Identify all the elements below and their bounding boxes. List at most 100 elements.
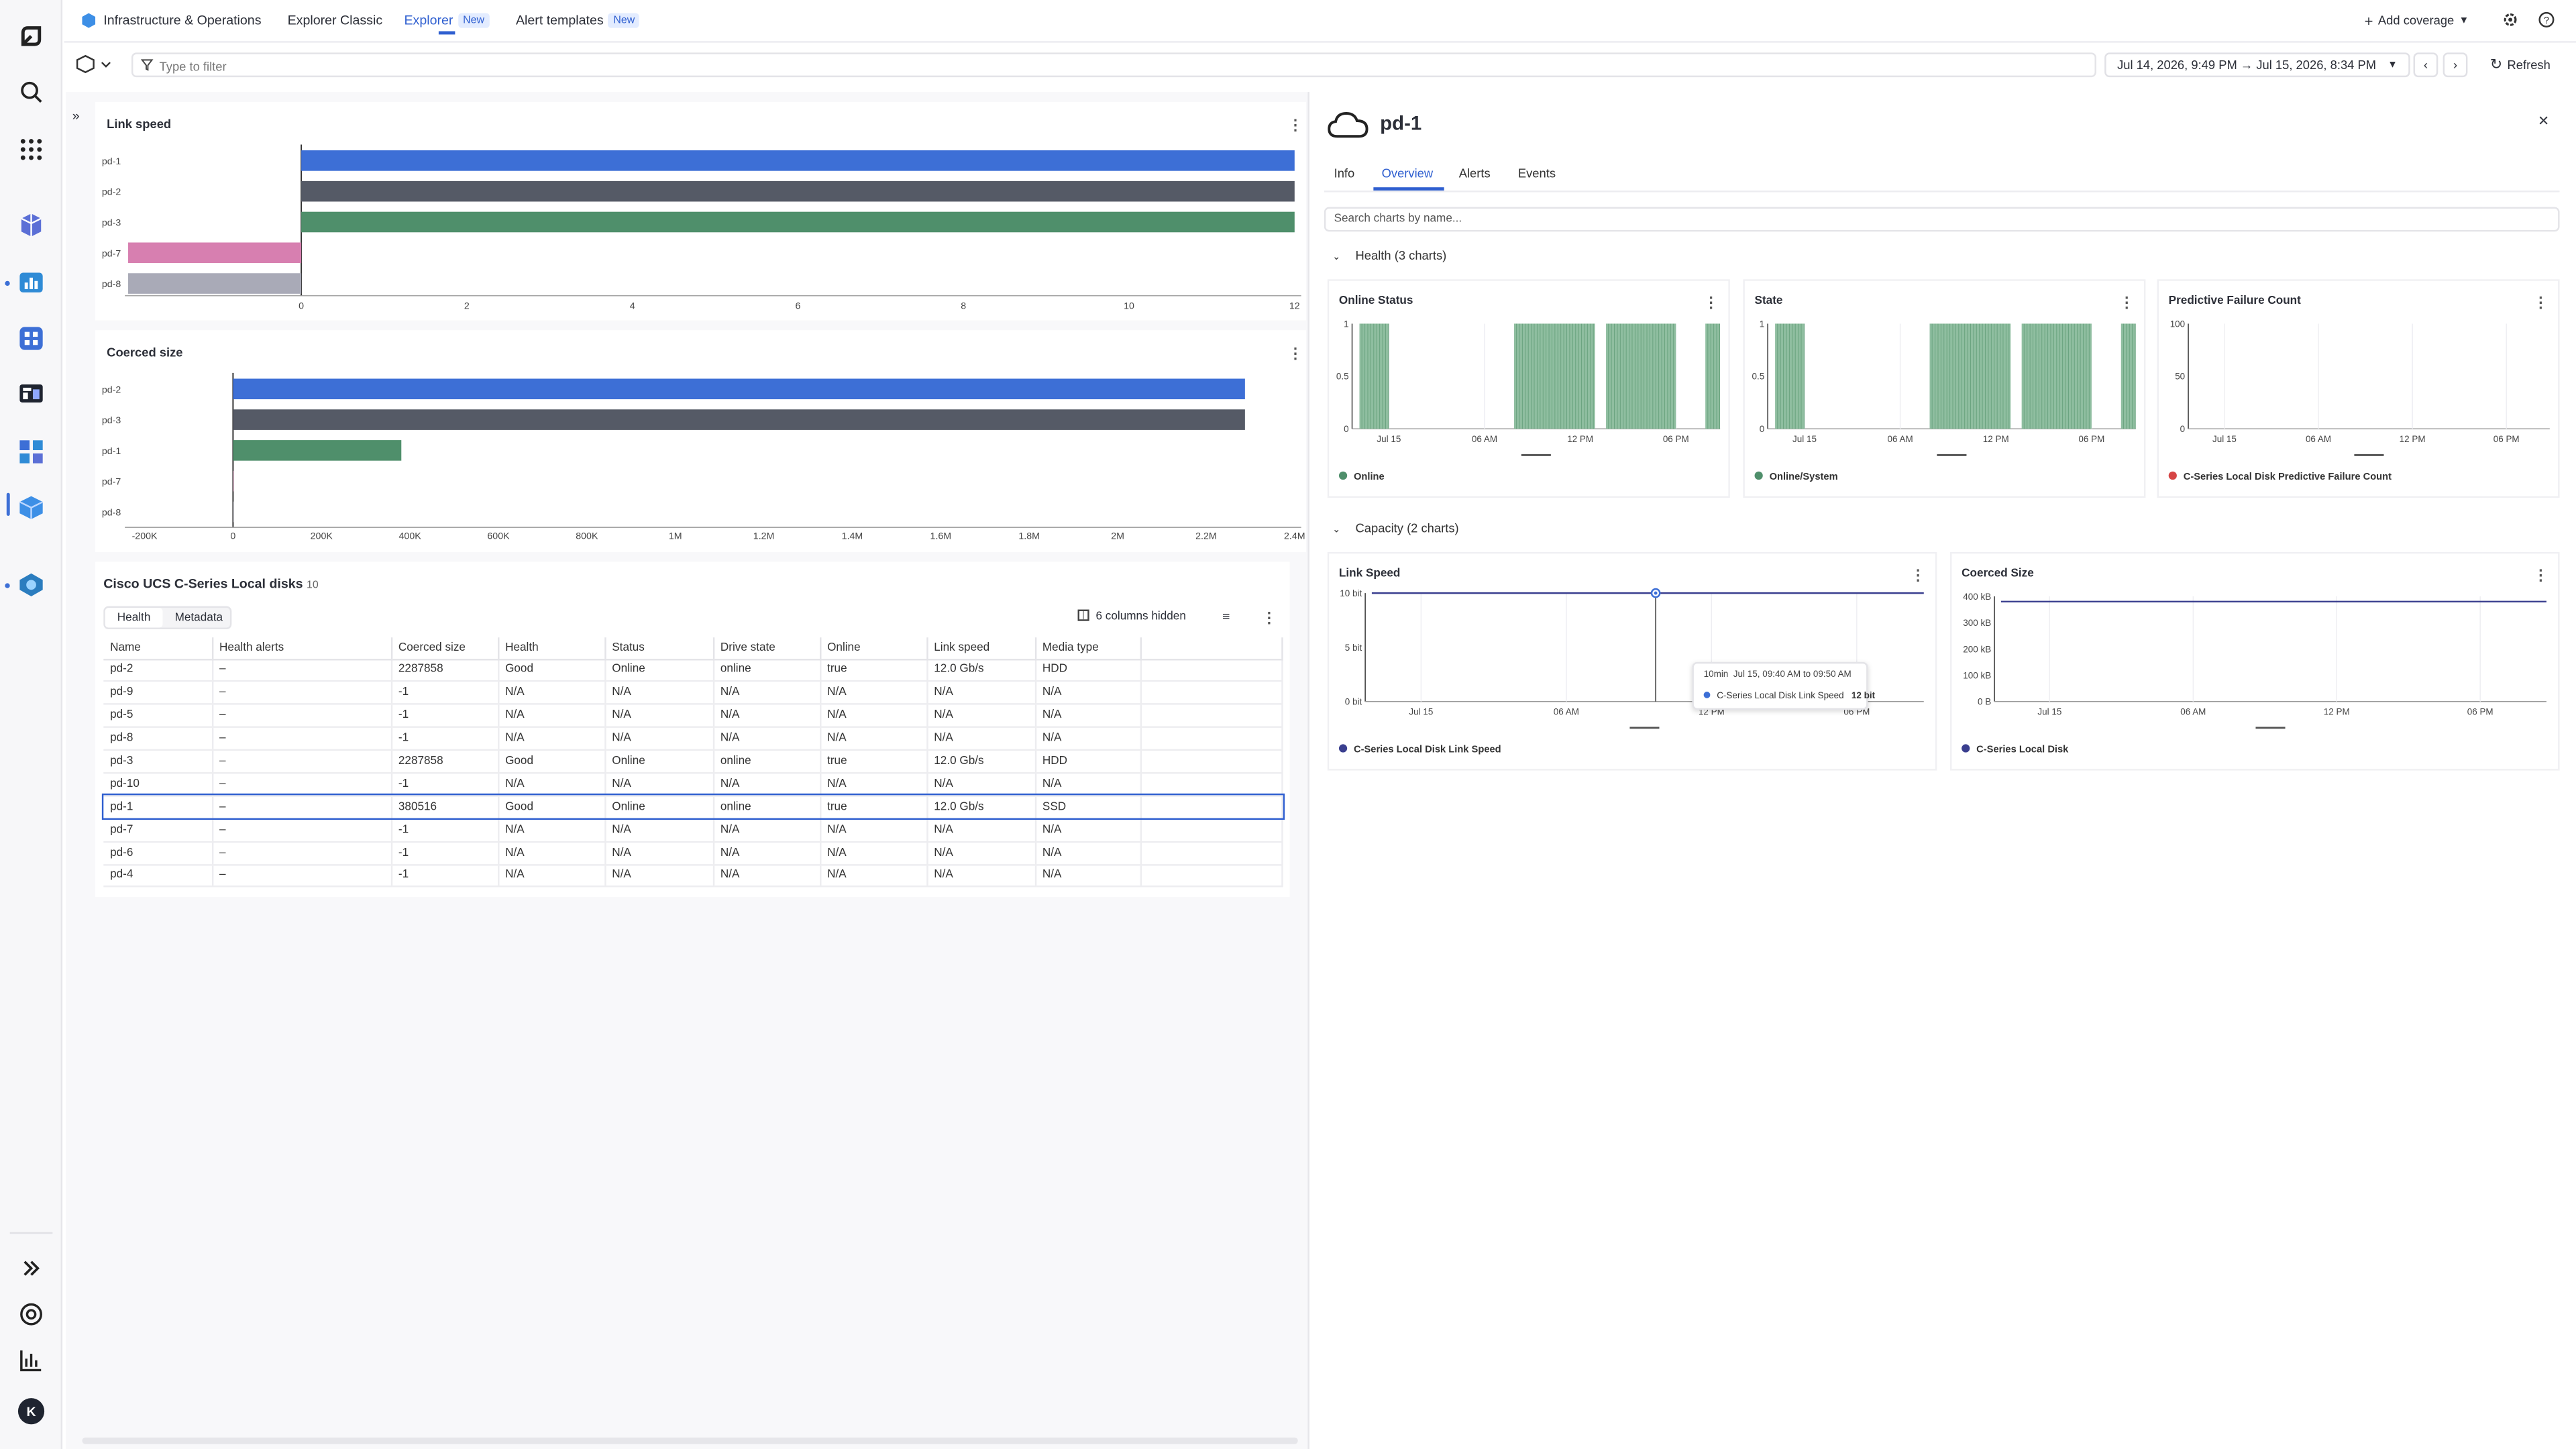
table-cell: N/A [712, 773, 821, 797]
dynatrace-logo-icon[interactable] [15, 19, 48, 52]
tab-explorer-classic[interactable]: Explorer Classic [287, 13, 383, 28]
tab-overview-underline [1373, 187, 1444, 191]
table-cell: Online [604, 750, 714, 774]
settings-gear-icon[interactable] [2502, 11, 2518, 28]
help-icon[interactable]: ? [2538, 11, 2555, 28]
y-tick-label: 100 kB [1963, 670, 1991, 680]
more-options-icon[interactable]: ⋮ [2533, 294, 2548, 311]
refresh-button[interactable]: ↻ Refresh [2477, 52, 2563, 78]
more-options-icon[interactable]: ⋮ [2119, 294, 2135, 311]
tab-alerts[interactable]: Alerts [1458, 166, 1491, 181]
app-launcher-1-icon[interactable] [15, 209, 48, 241]
tab-metadata[interactable]: Metadata [174, 612, 223, 624]
app-launcher-3-icon[interactable] [15, 322, 48, 355]
table-cell: true [820, 796, 928, 820]
app-launcher-6-icon[interactable] [15, 568, 48, 601]
collapse-panel-icon[interactable]: » [72, 108, 80, 123]
columns-hidden-button[interactable]: 6 columns hidden [1077, 609, 1186, 623]
more-options-icon[interactable]: ⋮ [1911, 566, 1926, 584]
table-row[interactable]: pd-2–2287858 Good Online online true 12.0 Gb/… [103, 659, 1283, 683]
column-header[interactable]: Online [820, 637, 928, 660]
app-launcher-4-icon[interactable] [15, 378, 48, 411]
table-cell: 12.0 Gb/s [926, 750, 1036, 774]
tab-alert-templates[interactable]: Alert templates New [516, 13, 640, 28]
tab-events[interactable]: Events [1517, 166, 1556, 181]
filter-field[interactable]: Type to filter [131, 52, 2096, 78]
table-row[interactable]: pd-1–380516 Good Online online true 12.0 Gb/s… [101, 794, 1284, 820]
tab-info[interactable]: Info [1334, 166, 1355, 181]
table-cell: N/A [498, 773, 606, 797]
bar-pd-7 [128, 242, 302, 264]
horizontal-scrollbar[interactable] [82, 1437, 1298, 1444]
table-row[interactable]: pd-5– -1 N/A N/A N/A N/A N/A N/A [103, 704, 1283, 729]
capacity-section-toggle[interactable]: ⌄ Capacity (2 charts) [1332, 521, 1458, 535]
column-header[interactable]: Coerced size [390, 637, 499, 660]
chart-icon[interactable] [15, 1344, 48, 1377]
table-cell: N/A [926, 682, 1036, 706]
column-header[interactable]: Drive state [712, 637, 821, 660]
category-label: pd-3 [102, 415, 121, 426]
coerced-size-plot: pd-2 pd-3 pd-1 pd-7 pd-8 -200K 0 200K 400K 600K 80… [102, 372, 1305, 541]
column-header[interactable]: Health [498, 637, 606, 660]
timeframe-next-button[interactable]: › [2443, 52, 2468, 78]
table-cell: – [211, 727, 392, 751]
app-title[interactable]: Infrastructure & Operations [103, 13, 262, 28]
table-cell: N/A [498, 818, 606, 843]
tab-overview[interactable]: Overview [1381, 166, 1434, 181]
column-header[interactable]: Link speed [926, 637, 1036, 660]
column-header[interactable]: Media type [1034, 637, 1141, 660]
more-options-icon[interactable]: ⋮ [1288, 345, 1303, 362]
table-cell: -1 [390, 841, 499, 865]
category-label: pd-1 [102, 446, 121, 457]
table-cell: N/A [926, 841, 1036, 865]
apps-grid-icon[interactable] [15, 133, 48, 166]
search-icon[interactable] [15, 76, 48, 109]
chart-search-field[interactable]: Search charts by name... [1324, 207, 2560, 232]
column-header[interactable]: Name [103, 637, 213, 660]
legend-dot [1754, 471, 1763, 480]
health-section-toggle[interactable]: ⌄ Health (3 charts) [1332, 248, 1446, 263]
more-options-icon[interactable]: ⋮ [2533, 566, 2548, 584]
tab-health[interactable]: Health [105, 608, 163, 628]
table-cell: N/A [820, 841, 928, 865]
table-cell: pd-1 [103, 796, 213, 820]
table-row[interactable]: pd-4– -1 N/A N/A N/A N/A N/A N/A [103, 864, 1283, 888]
tooltip-interval: 10min [1703, 670, 1729, 680]
entity-type-selector[interactable] [76, 54, 112, 74]
expand-sidebar-icon[interactable] [15, 1252, 48, 1285]
timeframe-previous-button[interactable]: ‹ [2413, 52, 2438, 78]
refresh-label: Refresh [2507, 57, 2551, 72]
time-tick-label: 06 PM [2493, 434, 2520, 444]
table-row[interactable]: pd-3–2287858 Good Online online true 12.0 Gb/… [103, 750, 1283, 774]
more-options-icon[interactable]: ⋮ [1288, 116, 1303, 133]
app-launcher-5-icon[interactable] [15, 435, 48, 468]
timeframe-selector[interactable]: Jul 14, 2026, 9:49 PM → Jul 15, 2026, 8:… [2104, 52, 2410, 78]
infrastructure-app-icon[interactable] [15, 491, 48, 524]
column-header[interactable]: Health alerts [211, 637, 392, 660]
add-coverage-button[interactable]: + Add coverage ▼ [2351, 8, 2483, 33]
time-tick-label: 12 PM [1983, 434, 2009, 444]
app-logo-icon [82, 13, 96, 28]
row-density-icon[interactable]: ≡ [1222, 609, 1230, 625]
table-row[interactable]: pd-10– -1 N/A N/A N/A N/A N/A N/A [103, 773, 1283, 797]
table-row[interactable]: pd-7– -1 N/A N/A N/A N/A N/A N/A [103, 818, 1283, 843]
more-options-icon[interactable]: ⋮ [1261, 609, 1277, 627]
table-row[interactable]: pd-6– -1 N/A N/A N/A N/A N/A N/A [103, 841, 1283, 865]
user-avatar[interactable]: K [15, 1395, 48, 1428]
active-indicator [5, 280, 10, 286]
table-cell: N/A [712, 864, 821, 888]
help-lifebuoy-icon[interactable] [15, 1298, 48, 1331]
tab-explorer[interactable]: Explorer New [404, 13, 490, 28]
close-icon[interactable]: × [2538, 111, 2549, 131]
app-launcher-2-icon[interactable] [15, 266, 48, 299]
column-header[interactable]: Status [604, 637, 714, 660]
table-row[interactable]: pd-9– -1 N/A N/A N/A N/A N/A N/A [103, 682, 1283, 706]
more-options-icon[interactable]: ⋮ [1703, 294, 1719, 311]
sidebar: K [0, 0, 63, 1449]
table-cell-spacer [1140, 818, 1283, 843]
bar-pd-2 [233, 378, 1245, 400]
table-cell: pd-8 [103, 727, 213, 751]
table-row[interactable]: pd-8– -1 N/A N/A N/A N/A N/A N/A [103, 727, 1283, 751]
y-tick-label: 400 kB [1963, 592, 1991, 602]
chevron-right-icon: › [2453, 57, 2458, 72]
